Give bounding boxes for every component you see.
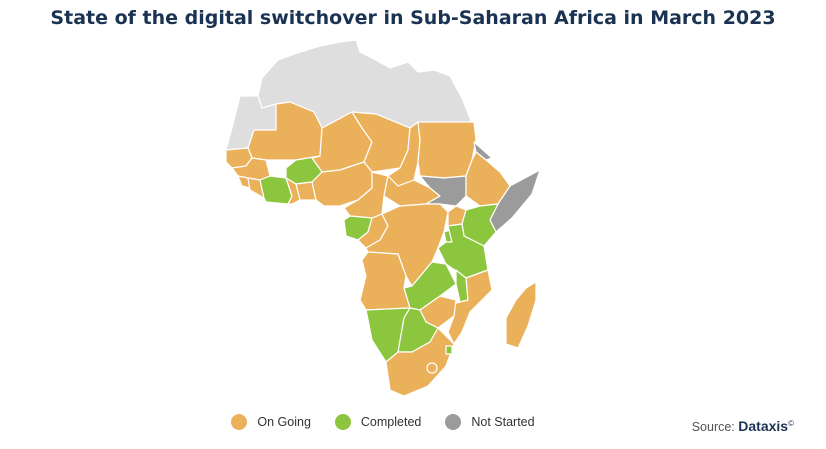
south-africa xyxy=(385,327,455,397)
south-sudan xyxy=(419,175,467,207)
sudan xyxy=(417,121,477,179)
legend-swatch-on-going xyxy=(231,414,248,430)
legend-swatch-not-started xyxy=(445,414,462,430)
legend-label-completed: Completed xyxy=(360,415,422,429)
legend-label-on-going: On Going xyxy=(257,415,311,429)
legend-item-not-started: Not Started xyxy=(445,414,535,430)
niger xyxy=(351,111,411,173)
source-credit: Source: Dataxis© xyxy=(692,418,794,434)
lesotho-marker xyxy=(426,362,438,374)
source-brand: Dataxis xyxy=(738,418,789,434)
eswatini xyxy=(445,345,453,355)
mozambique xyxy=(445,269,493,345)
source-prefix: Source: xyxy=(691,420,735,434)
legend-label-not-started: Not Started xyxy=(471,415,535,429)
cameroon xyxy=(343,171,389,219)
chart-title: State of the digital switchover in Sub-S… xyxy=(50,7,776,29)
legend: On Going Completed Not Started xyxy=(0,414,826,430)
legend-item-completed: Completed xyxy=(334,414,422,430)
copyright-mark: © xyxy=(788,418,794,428)
legend-swatch-completed xyxy=(334,414,351,430)
legend-item-on-going: On Going xyxy=(231,414,311,430)
madagascar xyxy=(505,281,537,349)
